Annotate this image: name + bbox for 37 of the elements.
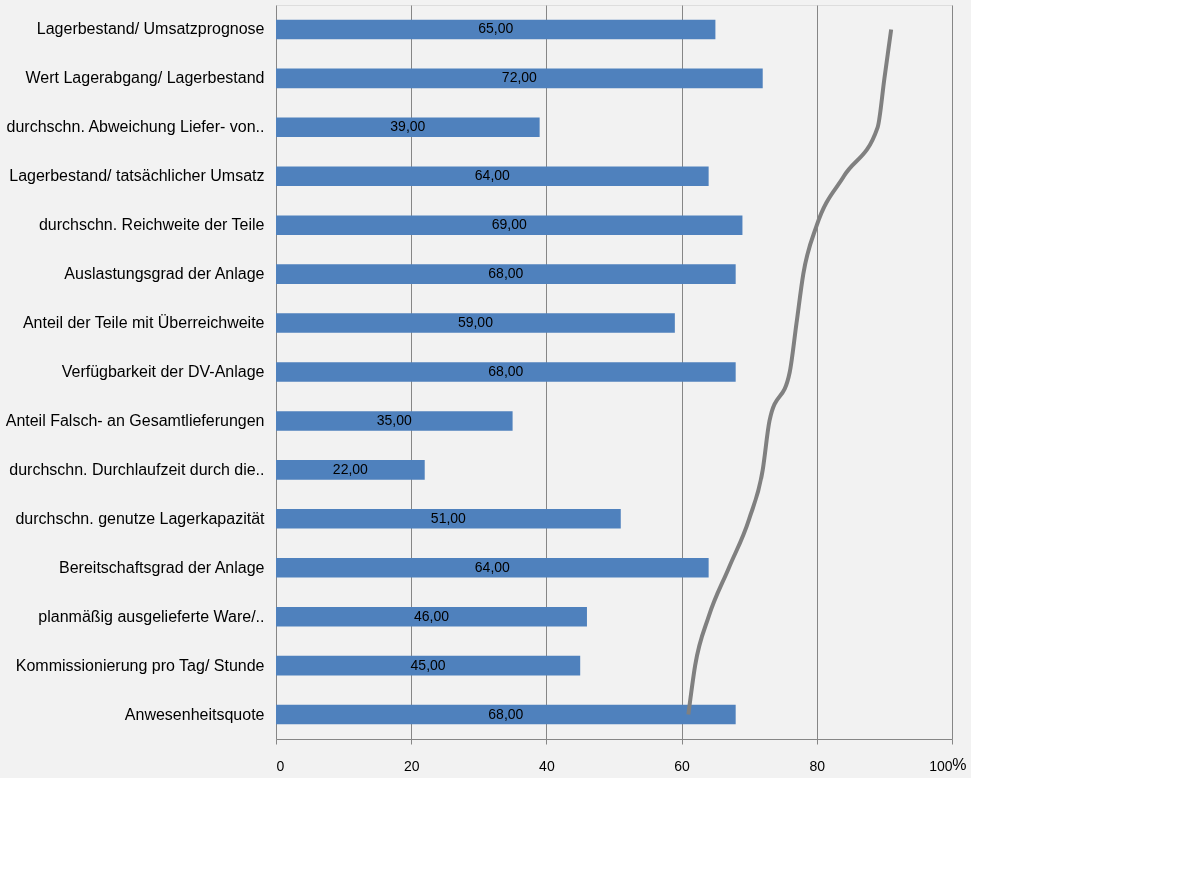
x-tick-label: 60 — [674, 757, 691, 774]
data-label: 68,00 — [488, 363, 524, 379]
y-tick-label: Verfügbarkeit der DV-Anlage — [61, 363, 265, 380]
data-label: 45,00 — [410, 656, 446, 673]
data-label: 65,00 — [478, 20, 514, 37]
y-tick-label: Anwesenheitsquote — [124, 705, 265, 723]
y-tick-label: durchschn. Reichweite der Teile — [38, 216, 265, 234]
data-label: 69,00 — [491, 216, 527, 233]
y-tick-label: durchschn. Abweichung Liefer- von.. — [6, 118, 265, 136]
data-label: 68,00 — [488, 705, 524, 722]
data-label: 22,00 — [332, 460, 369, 477]
x-tick-label: 20 — [403, 757, 420, 774]
data-label: 72,00 — [501, 69, 538, 86]
data-label: 35,00 — [376, 411, 413, 428]
data-label: 51,00 — [430, 509, 467, 526]
x-axis-title: % — [952, 755, 967, 773]
y-tick-label: Kommissionierung pro Tag/ Stunde — [15, 656, 265, 674]
y-tick-label: Auslastungsgrad der Anlage — [64, 265, 265, 283]
y-tick-label: Anteil Falsch- an Gesamtlieferungen — [5, 411, 265, 429]
x-tick-label: 40 — [539, 757, 555, 774]
y-tick-label: Anteil der Teile mit Überreichweite — [22, 314, 265, 332]
data-label: 39,00 — [390, 118, 426, 135]
y-tick-label: Lagerbestand/ Umsatzprognose — [36, 20, 265, 38]
data-label: 64,00 — [474, 167, 511, 184]
y-tick-label: durchschn. genutze Lagerkapazität — [15, 509, 266, 527]
x-tick-label: 100 — [929, 757, 953, 774]
y-tick-label: Lagerbestand/ tatsächlicher Umsatz — [9, 167, 265, 185]
data-label: 68,00 — [488, 265, 524, 282]
x-tick-label: 80 — [809, 757, 826, 774]
y-tick-label: durchschn. Durchlaufzeit durch die.. — [9, 460, 265, 478]
data-label: 59,00 — [457, 314, 494, 331]
x-tick-label: 0 — [276, 757, 285, 774]
data-label: 46,00 — [413, 607, 450, 624]
y-tick-label: planmäßig ausgelieferte Ware/.. — [38, 607, 265, 625]
y-tick-label: Wert Lagerabgang/ Lagerbestand — [25, 69, 265, 87]
data-label: 64,00 — [474, 558, 511, 575]
y-tick-label: Bereitschaftsgrad der Anlage — [59, 558, 265, 576]
